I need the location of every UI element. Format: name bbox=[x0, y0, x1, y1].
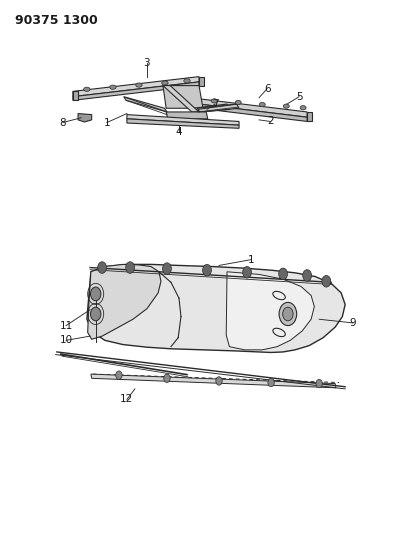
Text: 7: 7 bbox=[211, 99, 218, 109]
Ellipse shape bbox=[161, 81, 168, 85]
Ellipse shape bbox=[283, 104, 289, 108]
Circle shape bbox=[90, 287, 100, 301]
Polygon shape bbox=[127, 115, 239, 125]
Text: 9: 9 bbox=[349, 318, 356, 328]
Text: 4: 4 bbox=[175, 127, 182, 137]
Ellipse shape bbox=[234, 100, 241, 104]
Ellipse shape bbox=[183, 79, 190, 83]
Circle shape bbox=[267, 378, 274, 387]
Circle shape bbox=[242, 266, 251, 278]
Polygon shape bbox=[198, 99, 306, 117]
Ellipse shape bbox=[259, 102, 264, 107]
Polygon shape bbox=[124, 96, 166, 112]
Circle shape bbox=[163, 374, 170, 383]
Circle shape bbox=[321, 276, 330, 287]
Polygon shape bbox=[127, 119, 239, 128]
Ellipse shape bbox=[211, 99, 217, 103]
Polygon shape bbox=[87, 264, 344, 352]
Polygon shape bbox=[72, 91, 78, 100]
Polygon shape bbox=[198, 77, 204, 86]
Circle shape bbox=[215, 377, 222, 385]
Polygon shape bbox=[87, 264, 160, 340]
Polygon shape bbox=[198, 104, 306, 122]
Polygon shape bbox=[72, 77, 198, 96]
Ellipse shape bbox=[83, 87, 90, 91]
Circle shape bbox=[315, 379, 322, 388]
Circle shape bbox=[282, 307, 292, 321]
Circle shape bbox=[162, 263, 171, 274]
Circle shape bbox=[202, 264, 211, 276]
Text: 12: 12 bbox=[120, 394, 133, 405]
Ellipse shape bbox=[299, 106, 305, 110]
Text: 6: 6 bbox=[263, 84, 270, 94]
Text: 10: 10 bbox=[60, 335, 72, 345]
Circle shape bbox=[278, 268, 287, 280]
Ellipse shape bbox=[109, 85, 116, 90]
Circle shape bbox=[98, 262, 106, 273]
Polygon shape bbox=[162, 86, 198, 112]
Text: 1: 1 bbox=[103, 117, 110, 127]
Text: 11: 11 bbox=[59, 320, 72, 330]
Circle shape bbox=[126, 262, 134, 273]
Polygon shape bbox=[162, 86, 202, 108]
Polygon shape bbox=[306, 112, 311, 122]
Text: 90375 1300: 90375 1300 bbox=[15, 14, 97, 27]
Circle shape bbox=[302, 270, 311, 281]
Circle shape bbox=[115, 371, 122, 379]
Polygon shape bbox=[193, 104, 230, 112]
Circle shape bbox=[90, 307, 100, 321]
Text: 8: 8 bbox=[60, 117, 66, 127]
Polygon shape bbox=[72, 82, 198, 100]
Polygon shape bbox=[166, 112, 207, 119]
Polygon shape bbox=[78, 114, 92, 122]
Polygon shape bbox=[226, 272, 313, 350]
Text: 1: 1 bbox=[247, 255, 254, 265]
Ellipse shape bbox=[135, 83, 142, 87]
Polygon shape bbox=[197, 104, 239, 112]
Text: 5: 5 bbox=[295, 92, 302, 102]
Text: 2: 2 bbox=[266, 116, 273, 126]
Text: 3: 3 bbox=[143, 59, 150, 68]
Circle shape bbox=[278, 302, 296, 326]
Polygon shape bbox=[91, 374, 335, 388]
